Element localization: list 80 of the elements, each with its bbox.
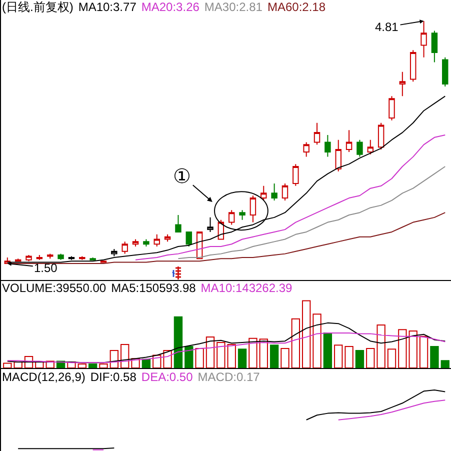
candlestick: [164, 234, 171, 242]
bar: [88, 363, 98, 368]
candlestick: [132, 238, 139, 248]
candlestick: [175, 214, 182, 232]
bar: [398, 329, 407, 368]
bar: [440, 360, 450, 368]
candlestick: [410, 50, 416, 82]
text: MA10:3.77: [78, 0, 136, 14]
text: MACD:0.17: [198, 370, 260, 384]
candlestick: [431, 30, 438, 63]
candlestick: [111, 248, 118, 257]
bar: [430, 346, 439, 368]
candlestick: [346, 130, 352, 152]
chart-title: MACD(12,26,9): [2, 370, 86, 384]
candlestick: [367, 139, 374, 155]
candlestick: [26, 254, 32, 262]
chart-title: (日线.前复权): [2, 0, 74, 14]
candlestick: [356, 139, 363, 158]
candlestick: [239, 210, 246, 220]
bar: [344, 346, 354, 368]
bar: [270, 344, 279, 368]
candlestick: [442, 56, 448, 87]
text: DIF:0.58: [90, 370, 136, 384]
bar: [291, 318, 300, 368]
bar: [355, 350, 364, 368]
candlestick: [314, 122, 320, 146]
bar: [323, 332, 332, 368]
text: MA60:2.18: [267, 0, 326, 14]
annotation: ①: [173, 164, 191, 188]
bar: [195, 348, 204, 368]
bar: [110, 350, 119, 368]
candlestick: [260, 185, 267, 201]
candlestick: [335, 139, 342, 172]
bar: [248, 338, 258, 368]
bar: [376, 324, 386, 368]
annotation: 1.50: [34, 261, 58, 275]
candlestick: [207, 216, 214, 232]
bar: [419, 336, 428, 368]
candlestick: [58, 253, 64, 260]
candlestick: [250, 195, 256, 223]
bar: [334, 344, 343, 368]
annotation: 4.81: [375, 20, 399, 34]
bar: [280, 348, 290, 368]
bar: [216, 342, 226, 368]
bar: [238, 348, 247, 368]
candlestick: [143, 238, 150, 248]
bar: [312, 314, 322, 368]
candlestick: [388, 96, 395, 121]
bar: [120, 344, 130, 368]
candlestick: [292, 164, 299, 186]
text: MA30:2.81: [204, 0, 262, 14]
candlestick: [399, 71, 406, 97]
candlestick: [420, 20, 427, 58]
candlestick: [90, 256, 96, 260]
bar: [366, 348, 375, 368]
candlestick: [271, 182, 278, 201]
bar: [227, 344, 236, 368]
text: MA5:150593.98: [111, 281, 196, 295]
bar: [78, 363, 86, 368]
bar: [302, 300, 311, 368]
candlestick: [186, 231, 192, 248]
bar: [184, 346, 194, 368]
text: DEA:0.50: [141, 370, 193, 384]
bar: [387, 348, 396, 368]
bar: [174, 316, 183, 368]
bar: [259, 338, 268, 368]
bar: [206, 336, 215, 368]
candlestick: [122, 241, 128, 254]
bar: [99, 363, 108, 368]
candlestick: [282, 182, 288, 201]
text: MA20:3.26: [141, 0, 200, 14]
candlestick: [378, 122, 384, 150]
text: MA10:143262.39: [200, 281, 292, 295]
chart-title: VOLUME:39550.00: [2, 281, 106, 295]
bar: [408, 330, 418, 368]
candlestick: [79, 256, 86, 260]
candlestick: [303, 142, 310, 158]
candlestick: [228, 210, 235, 226]
candlestick: [324, 134, 331, 158]
candlestick: [154, 234, 160, 248]
